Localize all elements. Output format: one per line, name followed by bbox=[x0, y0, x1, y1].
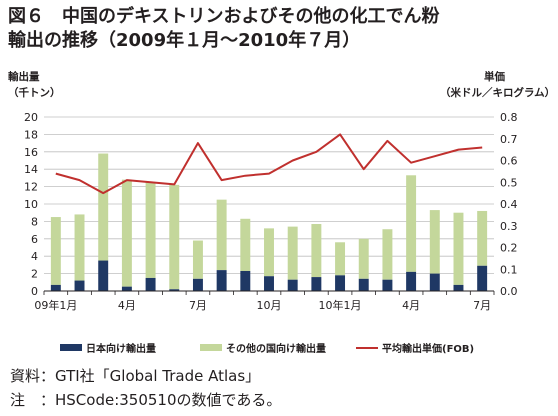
y-left-tick-label: 18 bbox=[24, 128, 38, 141]
y-left-tick-label: 6 bbox=[31, 233, 38, 246]
chart-title-line-2: 輸出の推移（2009年１月～2010年７月） bbox=[8, 30, 361, 51]
y-right-tick-label: 0.6 bbox=[500, 155, 518, 168]
bar-japan bbox=[169, 289, 180, 291]
chart-title-line-1: 図６ 中国のデキストリンおよびその他の化工でん粉 bbox=[8, 6, 440, 27]
bar-other bbox=[74, 214, 85, 281]
bar-japan bbox=[477, 265, 488, 291]
legend-label-price: 平均輸出単価(FOB) bbox=[382, 344, 475, 355]
legend-item-price: 平均輸出単価(FOB) bbox=[356, 340, 474, 355]
bar-other bbox=[406, 175, 417, 272]
x-tick-label: 09年1月 bbox=[34, 298, 77, 312]
legend-item-other: その他の国向け輸出量 bbox=[200, 340, 326, 355]
y-left-tick-label: 0 bbox=[31, 285, 38, 298]
y-left-tick-label: 20 bbox=[24, 111, 38, 124]
legend-swatch-other bbox=[200, 344, 222, 351]
legend-label-other: その他の国向け輸出量 bbox=[226, 344, 326, 355]
legend-swatch-japan bbox=[60, 344, 82, 351]
bar-japan bbox=[335, 275, 346, 291]
y-left-tick-label: 14 bbox=[24, 163, 38, 176]
bar-japan bbox=[406, 271, 417, 291]
legend-swatch-price bbox=[356, 346, 378, 349]
bar-japan bbox=[240, 270, 251, 291]
bar-other bbox=[240, 218, 251, 271]
bar-other bbox=[453, 212, 464, 285]
bar-japan bbox=[216, 270, 227, 291]
y-left-tick-label: 10 bbox=[24, 198, 38, 211]
bar-other bbox=[121, 179, 132, 287]
x-tick-label: 10月 bbox=[257, 299, 282, 312]
bar-japan bbox=[382, 279, 393, 291]
x-tick-label: 4月 bbox=[402, 299, 420, 312]
bar-japan bbox=[98, 260, 109, 291]
bar-other bbox=[264, 228, 274, 277]
footnote: 注 ：HSCode:350510の数値である。 bbox=[10, 391, 282, 409]
bar-japan bbox=[121, 286, 132, 291]
bar-other bbox=[50, 217, 61, 285]
bar-other bbox=[287, 226, 298, 280]
bar-other bbox=[192, 240, 203, 279]
legend: 日本向け輸出量 その他の国向け輸出量 平均輸出単価(FOB) bbox=[0, 340, 558, 355]
y-right-tick-label: 0.5 bbox=[500, 176, 518, 189]
y-left-tick-label: 12 bbox=[24, 181, 38, 194]
bar-japan bbox=[358, 278, 369, 291]
right-axis-title: 単価 bbox=[484, 71, 505, 83]
bar-other bbox=[145, 182, 156, 278]
y-right-tick-label: 0.4 bbox=[500, 198, 518, 211]
y-right-tick-label: 0.1 bbox=[500, 263, 518, 276]
bar-japan bbox=[453, 284, 464, 291]
left-axis-unit: （千トン） bbox=[8, 87, 61, 99]
bar-other bbox=[169, 184, 180, 290]
bar-japan bbox=[145, 277, 156, 291]
bar-japan bbox=[192, 278, 203, 291]
bar-japan bbox=[429, 273, 440, 291]
bar-japan bbox=[264, 276, 274, 291]
x-tick-label: 7月 bbox=[473, 299, 491, 312]
y-right-tick-label: 0.0 bbox=[500, 285, 518, 298]
bar-japan bbox=[287, 279, 298, 291]
bar-other bbox=[335, 242, 346, 276]
y-right-tick-label: 0.8 bbox=[500, 111, 518, 124]
x-tick-label: 7月 bbox=[189, 299, 207, 312]
bar-other bbox=[382, 229, 393, 280]
y-right-tick-label: 0.3 bbox=[500, 220, 518, 233]
legend-item-japan: 日本向け輸出量 bbox=[60, 340, 156, 355]
y-right-tick-label: 0.2 bbox=[500, 242, 518, 255]
y-left-tick-label: 16 bbox=[24, 146, 38, 159]
x-tick-label: 10年1月 bbox=[319, 298, 362, 312]
bar-japan bbox=[311, 277, 322, 291]
chart-plot: 0 2 4 6 8 10 12 14 16 18 20 0.0 0.1 0.2 0.3 0.4 0.5 0.6 0.… bbox=[24, 111, 518, 312]
bar-other bbox=[429, 210, 440, 274]
source-note: 資料：GTI社「Global Trade Atlas」 bbox=[10, 367, 261, 385]
legend-label-japan: 日本向け輸出量 bbox=[86, 344, 156, 355]
bar-other bbox=[311, 224, 322, 278]
right-axis-unit: （米ドル／キログラム） bbox=[440, 87, 556, 99]
bar-japan bbox=[74, 280, 85, 291]
y-left-tick-label: 8 bbox=[31, 215, 38, 228]
bar-other bbox=[477, 210, 488, 266]
left-axis-title: 輸出量 bbox=[8, 71, 40, 83]
bar-japan bbox=[50, 284, 61, 291]
y-right-tick-label: 0.7 bbox=[500, 133, 518, 146]
bar-other bbox=[358, 238, 369, 279]
bar-other bbox=[216, 199, 227, 271]
x-tick-label: 4月 bbox=[118, 299, 136, 312]
y-left-tick-label: 2 bbox=[31, 268, 38, 281]
bar-other bbox=[98, 153, 109, 261]
y-left-tick-label: 4 bbox=[31, 250, 38, 263]
price-line bbox=[55, 133, 483, 195]
